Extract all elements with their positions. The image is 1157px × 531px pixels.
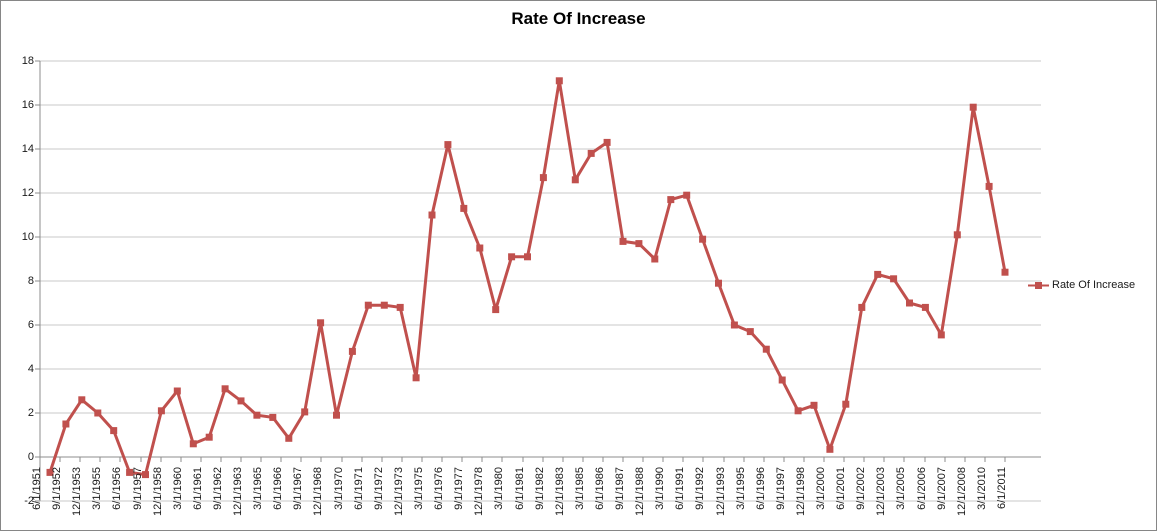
y-tick-label: 6 bbox=[27, 319, 34, 331]
legend-label: Rate Of Increase bbox=[1052, 279, 1136, 291]
y-tick-label: 8 bbox=[27, 275, 34, 287]
y-tick-label: 12 bbox=[21, 187, 34, 199]
y-tick-label: 10 bbox=[21, 231, 34, 243]
y-tick-label: 2 bbox=[27, 407, 34, 419]
legend[interactable]: Rate Of Increase bbox=[1028, 279, 1135, 291]
y-tick-label: -2 bbox=[24, 495, 34, 507]
y-tick-label: 16 bbox=[21, 99, 34, 111]
y-tick-label: 14 bbox=[21, 143, 34, 155]
y-tick-label: 0 bbox=[27, 451, 34, 463]
y-tick-label: 18 bbox=[21, 55, 34, 67]
y-tick-label: 4 bbox=[27, 363, 34, 375]
chart-title: Rate Of Increase bbox=[511, 9, 646, 28]
legend-marker-icon bbox=[1028, 281, 1049, 289]
